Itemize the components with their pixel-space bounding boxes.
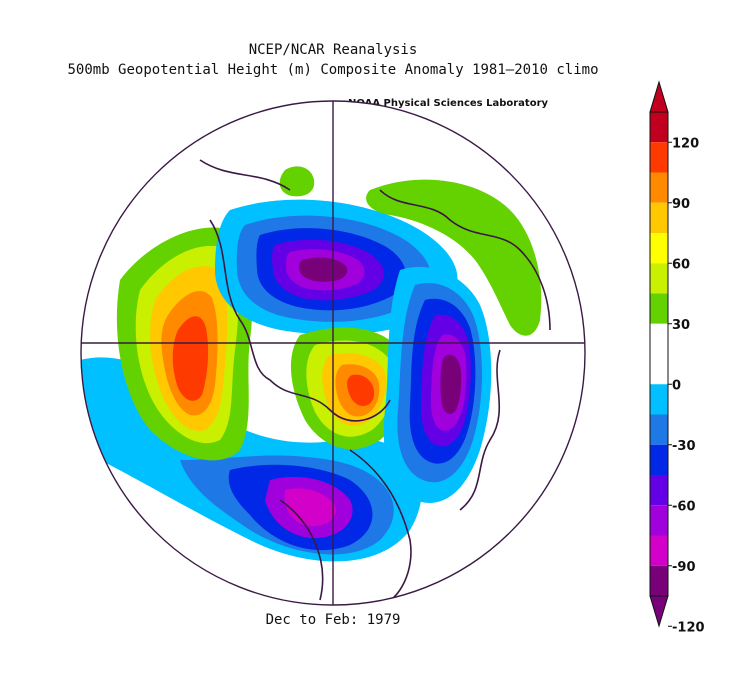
colorbar-swatch bbox=[650, 505, 668, 536]
colorbar-swatch bbox=[650, 565, 668, 596]
colorbar-swatch bbox=[650, 475, 668, 506]
colorbar-tick-label: 120 bbox=[672, 136, 699, 151]
colorbar-swatch bbox=[650, 172, 668, 203]
colorbar-tick-label: 60 bbox=[672, 257, 690, 272]
colorbar-swatch bbox=[650, 142, 668, 173]
colorbar-swatch bbox=[650, 323, 668, 354]
title-line-2: 500mb Geopotential Height (m) Composite … bbox=[67, 62, 599, 78]
colorbar-tick-label: -60 bbox=[672, 499, 696, 514]
colorbar-tick-label: 0 bbox=[672, 378, 681, 393]
eurasian-arctic-positive bbox=[366, 179, 542, 336]
graticule bbox=[80, 100, 586, 606]
colorbar-swatch bbox=[650, 293, 668, 324]
colorbar-swatch bbox=[650, 263, 668, 294]
colorbar-swatch bbox=[650, 384, 668, 415]
colorbar-tick-label: 90 bbox=[672, 197, 690, 212]
colorbar-tick-label: -120 bbox=[672, 620, 705, 635]
colorbar-tick-label: 30 bbox=[672, 318, 690, 333]
colorbar-swatch bbox=[650, 414, 668, 445]
colorbar-top-arrow bbox=[649, 80, 669, 113]
colorbar: 120 90 60 30 0 -30 -60 -90 -120 bbox=[649, 80, 705, 635]
colorbar-frame bbox=[649, 111, 669, 597]
greenland-ridge bbox=[347, 374, 375, 406]
polar-map bbox=[80, 100, 586, 606]
colorbar-bottom-arrow bbox=[649, 595, 669, 628]
coastlines bbox=[199, 159, 551, 605]
colorbar-swatch bbox=[650, 444, 668, 475]
europe-trough bbox=[440, 354, 462, 414]
colorbar-tick-label: -90 bbox=[672, 560, 696, 575]
colorbar-swatch bbox=[650, 202, 668, 233]
colorbar-swatch bbox=[650, 112, 668, 143]
colorbar-tick-label: -30 bbox=[672, 439, 696, 454]
colorbar-swatch bbox=[650, 535, 668, 566]
title-line-1: NCEP/NCAR Reanalysis bbox=[248, 42, 418, 58]
colorbar-swatch bbox=[650, 233, 668, 264]
credit-label: NOAA Physical Sciences Laboratory bbox=[348, 98, 549, 109]
colorbar-swatch bbox=[650, 354, 668, 385]
period-label: Dec to Feb: 1979 bbox=[265, 612, 401, 628]
